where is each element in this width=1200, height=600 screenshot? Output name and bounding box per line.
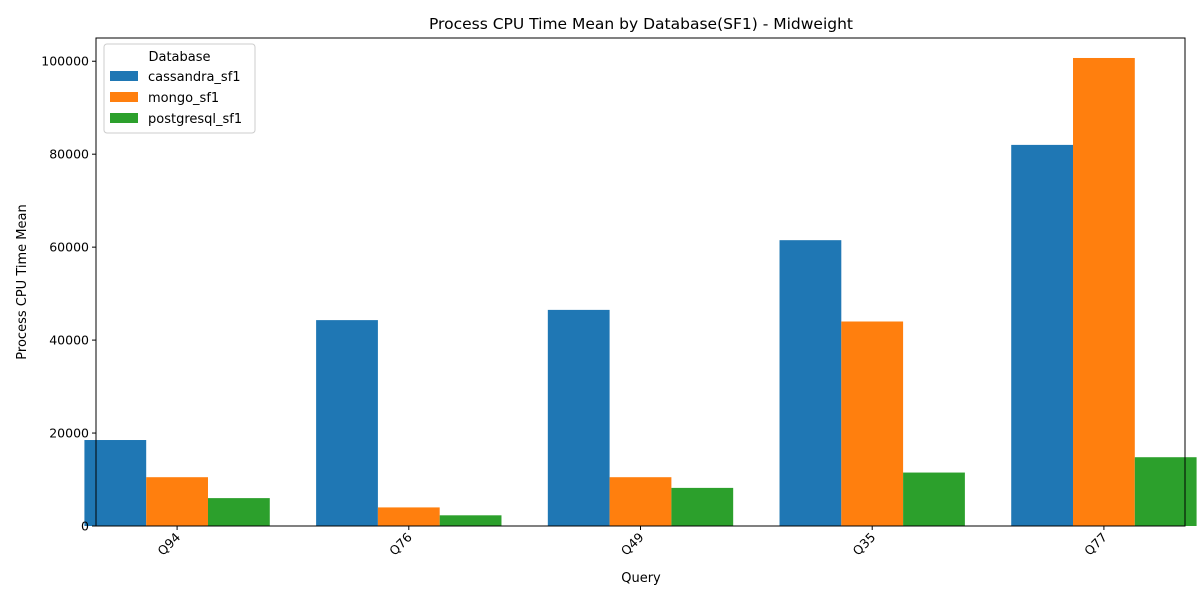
plot-area xyxy=(84,37,1197,527)
y-tick-label: 20000 xyxy=(49,426,89,441)
x-axis-title: Query xyxy=(621,571,661,586)
legend-label-postgresql_sf1: postgresql_sf1 xyxy=(148,112,242,127)
y-tick-label: 0 xyxy=(81,519,89,534)
x-tick-label: Q77 xyxy=(1081,530,1110,559)
bar-mongo_sf1-Q77 xyxy=(1073,57,1135,526)
bar-cassandra_sf1-Q49 xyxy=(547,309,610,526)
x-tick-label: Q76 xyxy=(386,529,415,558)
bar-postgresql_sf1-Q35 xyxy=(903,472,965,526)
bar-cassandra_sf1-Q94 xyxy=(84,440,147,526)
bar-cassandra_sf1-Q35 xyxy=(779,240,842,526)
legend-label-cassandra_sf1: cassandra_sf1 xyxy=(148,70,241,85)
legend-swatch-postgresql_sf1 xyxy=(110,113,138,123)
bar-postgresql_sf1-Q77 xyxy=(1134,457,1197,526)
chart-title: Process CPU Time Mean by Database(SF1) -… xyxy=(429,15,853,33)
bar-mongo_sf1-Q94 xyxy=(146,477,208,526)
legend-label-mongo_sf1: mongo_sf1 xyxy=(148,91,219,106)
y-axis: 0 20000 40000 60000 80000 100000 xyxy=(41,54,96,534)
bar-mongo_sf1-Q49 xyxy=(609,477,672,526)
y-tick-label: 60000 xyxy=(49,240,89,255)
y-tick-label: 100000 xyxy=(41,54,89,69)
bar-postgresql_sf1-Q76 xyxy=(439,515,502,526)
bar-mongo_sf1-Q76 xyxy=(377,507,440,526)
bar-cassandra_sf1-Q77 xyxy=(1011,144,1074,526)
x-axis: Q94 Q76 Q49 Q35 Q77 xyxy=(154,526,1110,558)
bar-postgresql_sf1-Q49 xyxy=(671,487,734,526)
legend-box xyxy=(103,43,256,134)
bar-cassandra_sf1-Q76 xyxy=(316,320,378,526)
legend-title: Database xyxy=(148,50,210,65)
y-tick-label: 80000 xyxy=(49,147,89,162)
x-tick-label: Q94 xyxy=(154,529,183,558)
y-axis-title: Process CPU Time Mean xyxy=(15,204,30,359)
y-tick-label: 40000 xyxy=(49,333,89,348)
bar-mongo_sf1-Q35 xyxy=(841,321,904,526)
legend: Database cassandra_sf1 mongo_sf1 postgresql… xyxy=(103,43,256,134)
bar-postgresql_sf1-Q94 xyxy=(207,498,270,526)
legend-swatch-cassandra_sf1 xyxy=(110,71,138,81)
x-tick-label: Q49 xyxy=(618,529,647,558)
legend-swatch-mongo_sf1 xyxy=(110,92,138,102)
x-tick-label: Q35 xyxy=(850,530,879,559)
